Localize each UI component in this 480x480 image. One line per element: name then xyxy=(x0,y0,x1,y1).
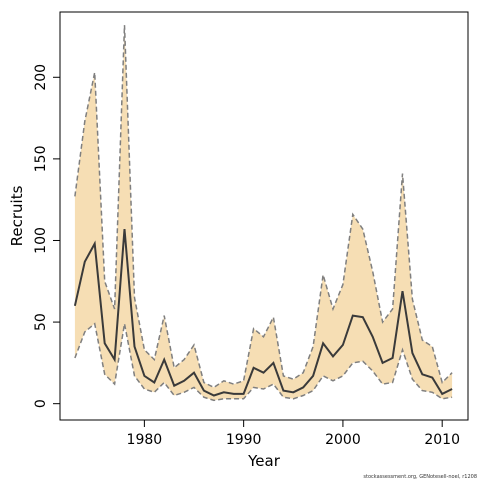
x-tick-label: 1990 xyxy=(226,432,262,448)
footer: stockassessment.org, GENotesell-noel, r1… xyxy=(363,474,477,480)
estimate-line xyxy=(73,229,453,397)
plot-frame xyxy=(59,11,469,421)
y-tick-label: 0 xyxy=(33,399,49,408)
x-tick-label: 1980 xyxy=(127,432,163,448)
y-tick-label: 100 xyxy=(33,227,49,254)
lower-bound xyxy=(74,322,453,402)
y-tick-label: 150 xyxy=(33,146,49,173)
y-axis-label: Recruits xyxy=(8,185,26,246)
x-axis-label: Year xyxy=(247,452,281,470)
confidence-band xyxy=(74,25,453,401)
y-tick-label: 200 xyxy=(33,64,49,91)
x-tick-label: 2000 xyxy=(325,432,361,448)
upper-bound xyxy=(74,25,453,389)
x-tick-label: 2010 xyxy=(424,432,460,448)
y-tick-label: 50 xyxy=(33,313,49,331)
